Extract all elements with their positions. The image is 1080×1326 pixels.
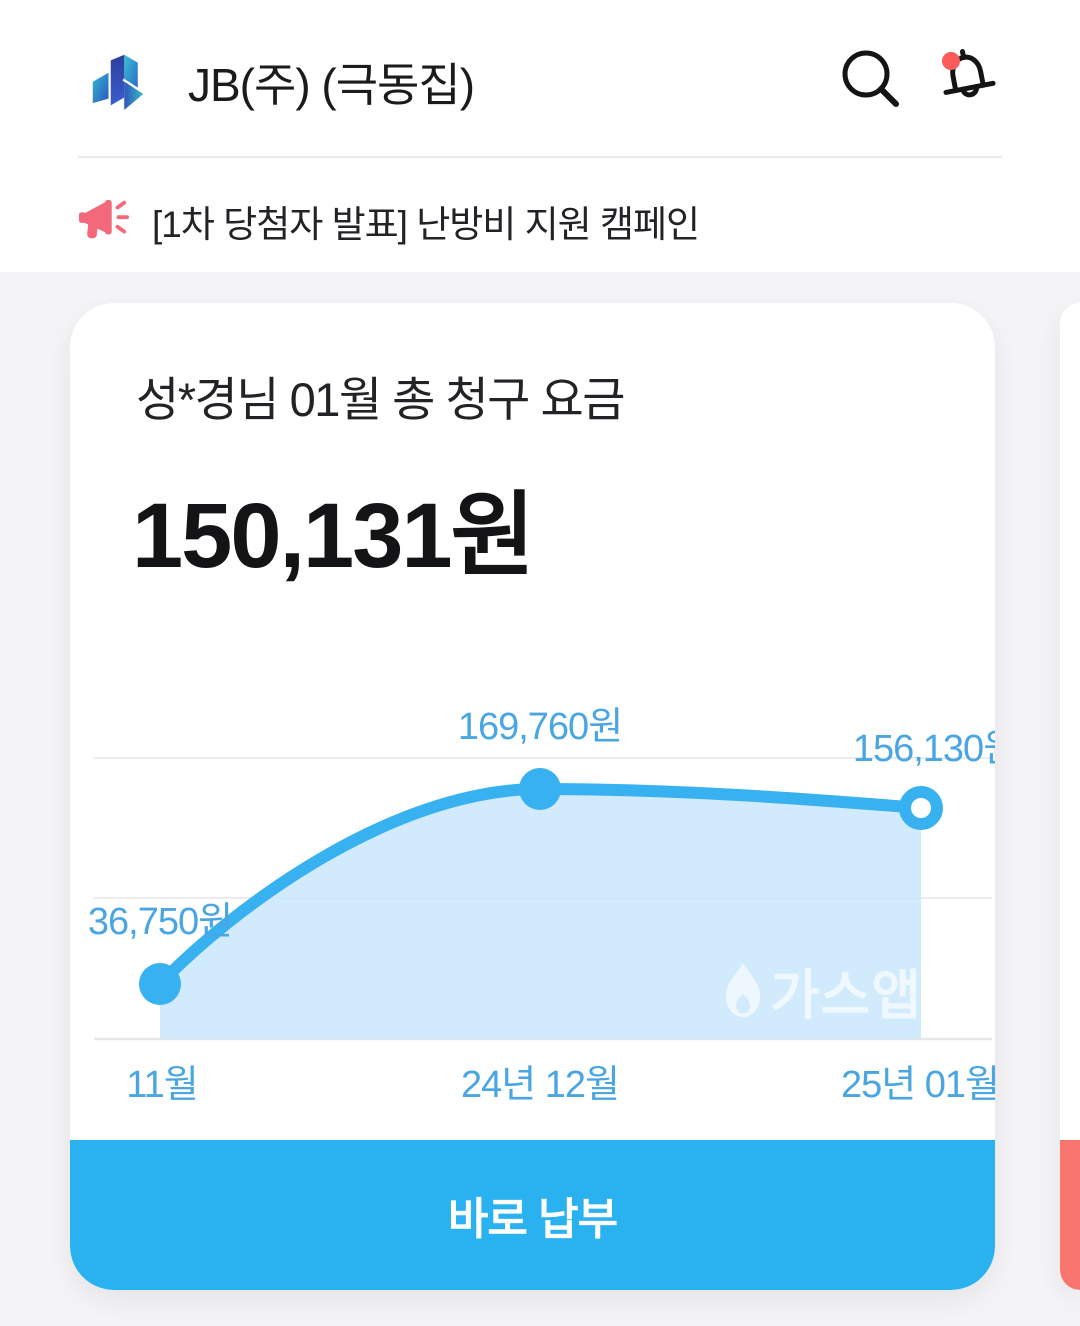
value-label-2: 169,760원	[458, 706, 622, 748]
x-label-3: 25년 01월	[841, 1064, 995, 1106]
chart-area	[160, 789, 921, 1039]
watermark-text: 가스앱	[770, 966, 922, 1026]
notification-button[interactable]	[928, 38, 1008, 118]
announcement-text: [1차 당첨자 발표] 난방비 지원 캠페인	[152, 204, 700, 245]
next-card-peek[interactable]	[1060, 303, 1080, 1290]
bell-icon	[943, 49, 996, 98]
x-label-1: 11월	[126, 1064, 197, 1106]
announcement-banner[interactable]: [1차 당첨자 발표] 난방비 지원 캠페인	[78, 190, 700, 252]
page-title: JB(주) (극동집)	[188, 59, 475, 111]
watermark: 가스앱	[726, 963, 922, 1026]
notification-badge	[942, 52, 960, 70]
chart-point-1	[139, 963, 181, 1005]
pay-button[interactable]: 바로 납부	[70, 1140, 995, 1290]
value-label-3: 156,130원	[853, 728, 995, 770]
flame-icon	[726, 963, 760, 1017]
chart-point-2	[519, 768, 561, 810]
search-icon	[842, 50, 899, 107]
search-button[interactable]	[838, 46, 904, 112]
billing-title: 성*경님 01월 총 청구 요금	[136, 373, 625, 426]
value-label-1: 36,750원	[88, 901, 232, 943]
megaphone-icon	[78, 199, 130, 239]
x-label-2: 24년 12월	[461, 1064, 619, 1106]
jb-logo	[92, 54, 147, 110]
chart-point-3	[899, 786, 943, 830]
header-background	[0, 0, 1080, 272]
billing-chart: 가스앱 36,750원 169,760원 156,130원 11월 24년 12…	[88, 706, 995, 1106]
billing-amount: 150,131원	[132, 485, 535, 587]
header-divider	[78, 156, 1002, 158]
next-card-button-peek	[1060, 1140, 1080, 1290]
billing-card: 성*경님 01월 총 청구 요금 150,131원 가스앱 36,75	[70, 303, 995, 1290]
